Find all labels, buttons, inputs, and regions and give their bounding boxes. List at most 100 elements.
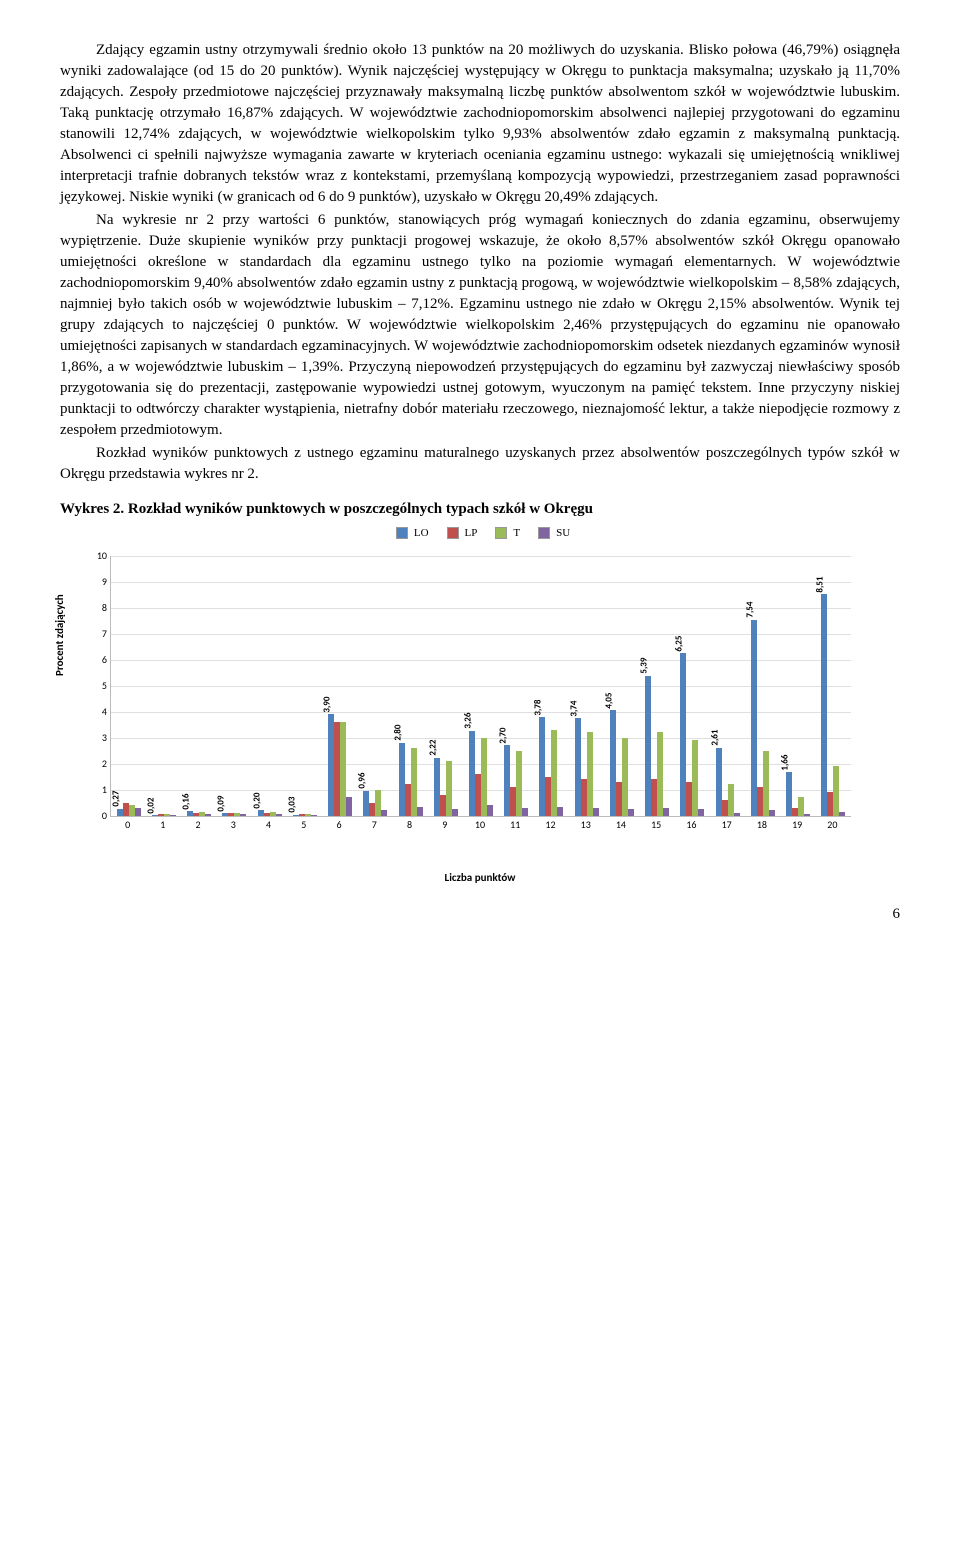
- bar: [411, 748, 417, 816]
- legend-item: SU: [532, 526, 570, 541]
- bar-value-label: 8,51: [815, 576, 828, 592]
- gridline: [111, 660, 851, 661]
- bar: [170, 815, 176, 816]
- bar: [516, 751, 522, 816]
- bar: [522, 808, 528, 816]
- bar-value-label: 2,70: [498, 727, 511, 743]
- x-tick-label: 19: [780, 818, 815, 832]
- x-tick-label: 4: [251, 818, 286, 832]
- chart-x-categories: 01234567891011121314151617181920: [110, 818, 850, 832]
- x-tick-label: 20: [815, 818, 850, 832]
- bar-value-label: 0,03: [286, 797, 299, 813]
- paragraph-1: Zdający egzamin ustny otrzymywali średni…: [60, 40, 900, 208]
- chart-xlabel: Liczba punktów: [110, 870, 850, 885]
- bar: [628, 809, 634, 816]
- x-tick-label: 16: [674, 818, 709, 832]
- bar: [276, 814, 282, 815]
- legend-swatch: [396, 527, 408, 539]
- bar: [663, 808, 669, 816]
- bar-value-label: 0,20: [251, 792, 264, 808]
- page-number: 6: [60, 904, 900, 925]
- bar: [769, 810, 775, 815]
- x-tick-label: 3: [216, 818, 251, 832]
- legend-item: LO: [390, 526, 429, 541]
- x-tick-label: 12: [533, 818, 568, 832]
- gridline: [111, 686, 851, 687]
- bar-value-label: 2,61: [709, 730, 722, 746]
- chart: Procent zdających 0123456789100,270,020,…: [60, 546, 880, 886]
- gridline: [111, 582, 851, 583]
- y-tick-label: 7: [89, 627, 107, 641]
- gridline: [111, 712, 851, 713]
- paragraph-2: Na wykresie nr 2 przy wartości 6 punktów…: [60, 210, 900, 441]
- x-tick-label: 8: [392, 818, 427, 832]
- x-tick-label: 1: [145, 818, 180, 832]
- bar: [804, 814, 810, 815]
- x-tick-label: 13: [568, 818, 603, 832]
- bar: [487, 805, 493, 815]
- bar: [481, 738, 487, 816]
- x-tick-label: 2: [181, 818, 216, 832]
- bar: [728, 784, 734, 815]
- y-tick-label: 2: [89, 757, 107, 771]
- bar: [798, 797, 804, 815]
- bar: [587, 732, 593, 815]
- x-tick-label: 0: [110, 818, 145, 832]
- chart-legend: LO LP T SU: [60, 526, 900, 542]
- bar-value-label: 3,90: [321, 696, 334, 712]
- legend-item: T: [489, 526, 520, 541]
- chart-ylabel: Procent zdających: [52, 594, 67, 676]
- x-tick-label: 11: [498, 818, 533, 832]
- bar: [551, 730, 557, 816]
- x-tick-label: 14: [603, 818, 638, 832]
- x-tick-label: 7: [357, 818, 392, 832]
- chart-plot-area: 0123456789100,270,020,160,090,200,033,90…: [110, 556, 851, 817]
- bar-value-label: 3,78: [533, 699, 546, 715]
- bar-value-label: 0,27: [110, 791, 123, 807]
- y-tick-label: 5: [89, 679, 107, 693]
- bar-value-label: 0,02: [145, 797, 158, 813]
- bar-value-label: 5,39: [639, 657, 652, 673]
- bar-value-label: 1,66: [780, 754, 793, 770]
- bar-value-label: 2,22: [427, 740, 440, 756]
- bar: [452, 809, 458, 816]
- x-tick-label: 6: [322, 818, 357, 832]
- bar: [698, 809, 704, 816]
- legend-swatch: [447, 527, 459, 539]
- bar-value-label: 7,54: [744, 602, 757, 618]
- bar: [734, 813, 740, 816]
- x-tick-label: 5: [286, 818, 321, 832]
- x-tick-label: 9: [427, 818, 462, 832]
- bar-value-label: 0,16: [181, 793, 194, 809]
- bar-value-label: 3,26: [462, 713, 475, 729]
- x-tick-label: 17: [709, 818, 744, 832]
- legend-item: LP: [441, 526, 478, 541]
- bar: [833, 766, 839, 815]
- bar-value-label: 2,80: [392, 725, 405, 741]
- bar: [692, 740, 698, 815]
- bar: [240, 814, 246, 815]
- bar: [417, 807, 423, 816]
- y-tick-label: 0: [89, 809, 107, 823]
- y-tick-label: 8: [89, 601, 107, 615]
- bar: [622, 738, 628, 816]
- bar-value-label: 4,05: [603, 692, 616, 708]
- bar: [657, 732, 663, 815]
- y-tick-label: 3: [89, 731, 107, 745]
- gridline: [111, 556, 851, 557]
- bar: [381, 810, 387, 815]
- bar: [205, 814, 211, 815]
- bar: [593, 808, 599, 816]
- bar-value-label: 0,09: [216, 795, 229, 811]
- bar: [135, 808, 141, 816]
- paragraph-3: Rozkład wyników punktowych z ustnego egz…: [60, 443, 900, 485]
- x-tick-label: 10: [463, 818, 498, 832]
- gridline: [111, 608, 851, 609]
- y-tick-label: 6: [89, 653, 107, 667]
- bar: [311, 815, 317, 816]
- x-tick-label: 15: [639, 818, 674, 832]
- bar: [446, 761, 452, 816]
- legend-swatch: [495, 527, 507, 539]
- bar: [763, 751, 769, 816]
- x-tick-label: 18: [744, 818, 779, 832]
